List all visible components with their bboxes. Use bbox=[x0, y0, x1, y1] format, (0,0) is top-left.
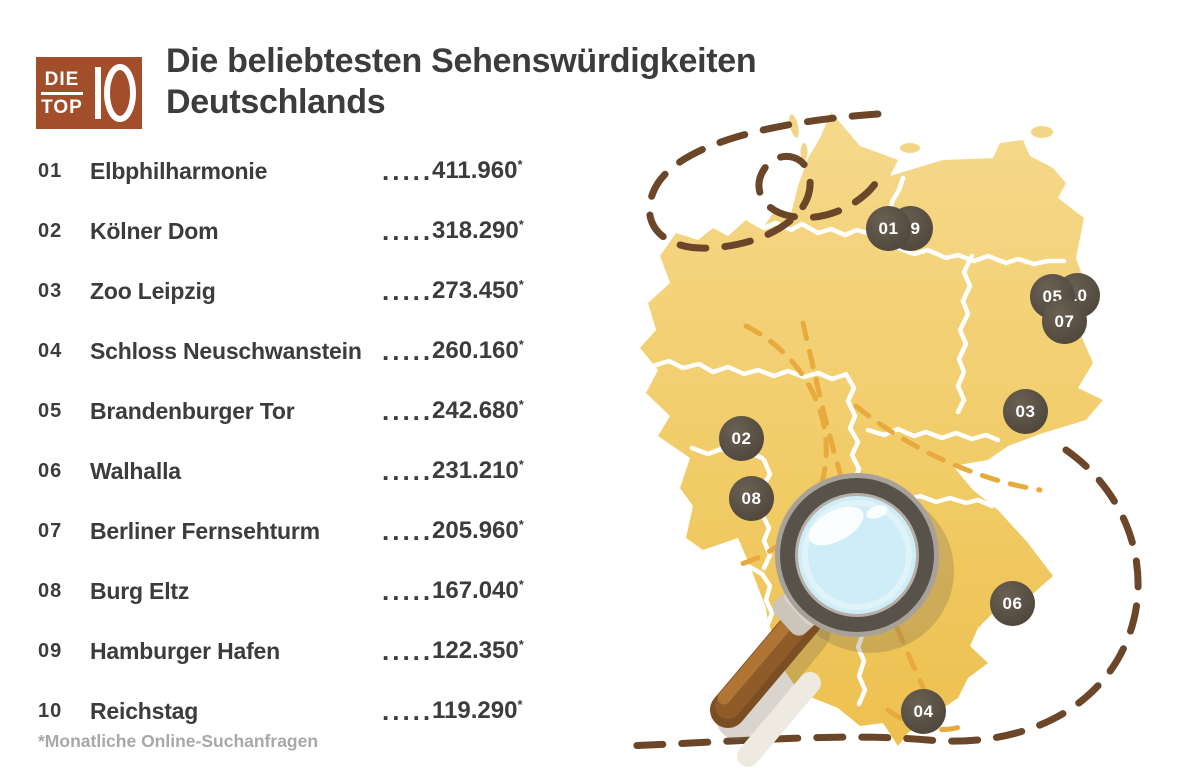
dot-leader: ..... bbox=[382, 216, 434, 246]
dot-leader: ..... bbox=[382, 276, 434, 306]
map-marker-06: 06 bbox=[990, 581, 1035, 626]
rank-number: 04 bbox=[38, 340, 63, 362]
search-volume: 318.290* bbox=[432, 201, 524, 261]
search-volume: 242.680* bbox=[432, 381, 524, 441]
ranking-row: 04 Schloss Neuschwanstein ..... 260.160* bbox=[38, 321, 618, 381]
ranking-row: 03 Zoo Leipzig ..... 273.450* bbox=[38, 261, 618, 321]
rank-number: 09 bbox=[38, 640, 63, 662]
magnifier-reflection bbox=[737, 672, 821, 767]
search-volume: 119.290* bbox=[432, 681, 523, 741]
page-title-line2: Deutschlands bbox=[166, 83, 386, 121]
map-marker-01: 01 bbox=[866, 206, 911, 251]
logo-word-top: TOP bbox=[41, 96, 83, 118]
rank-number: 01 bbox=[38, 160, 63, 182]
search-volume: 122.350* bbox=[432, 621, 524, 681]
search-volume-number: 318.290 bbox=[432, 217, 519, 244]
search-volume: 411.960* bbox=[432, 141, 523, 201]
asterisk: * bbox=[517, 157, 523, 172]
page-title-line1: Die beliebtesten Sehenswürdigkeiten bbox=[166, 42, 757, 80]
rank-number: 08 bbox=[38, 580, 63, 602]
search-volume-number: 119.290 bbox=[432, 697, 518, 724]
sight-name: Berliner Fernsehturm bbox=[90, 518, 320, 544]
search-volume-number: 231.210 bbox=[432, 457, 519, 484]
dot-leader: ..... bbox=[382, 456, 434, 486]
sight-name: Hamburger Hafen bbox=[90, 638, 280, 664]
rank-number: 10 bbox=[38, 700, 63, 722]
dot-leader: ..... bbox=[382, 576, 434, 606]
map-marker-04: 04 bbox=[901, 689, 946, 734]
map-marker-03: 03 bbox=[1003, 389, 1048, 434]
ranking-row: 02 Kölner Dom ..... 318.290* bbox=[38, 201, 618, 261]
asterisk: * bbox=[518, 217, 524, 232]
map-marker-02: 02 bbox=[719, 416, 764, 461]
ranking-row: 06 Walhalla ..... 231.210* bbox=[38, 441, 618, 501]
search-volume-number: 122.350 bbox=[432, 637, 519, 664]
ranking-list: 01 Elbphilharmonie ..... 411.960* 02 Köl… bbox=[38, 141, 618, 741]
logo-number-10 bbox=[95, 64, 136, 122]
dot-leader: ..... bbox=[382, 636, 434, 666]
ranking-row: 09 Hamburger Hafen ..... 122.350* bbox=[38, 621, 618, 681]
asterisk: * bbox=[518, 397, 524, 412]
rank-number: 06 bbox=[38, 460, 63, 482]
search-volume: 167.040* bbox=[432, 561, 524, 621]
sight-name: Walhalla bbox=[90, 458, 181, 484]
dot-leader: ..... bbox=[382, 156, 434, 186]
search-volume-number: 242.680 bbox=[432, 397, 519, 424]
sight-name: Zoo Leipzig bbox=[90, 278, 216, 304]
ranking-row: 05 Brandenburger Tor ..... 242.680* bbox=[38, 381, 618, 441]
sight-name: Schloss Neuschwanstein bbox=[90, 338, 362, 364]
search-volume-number: 260.160 bbox=[432, 337, 519, 364]
sight-name: Brandenburger Tor bbox=[90, 398, 295, 424]
magnifier-icon bbox=[710, 473, 954, 767]
magnifier-rim bbox=[775, 473, 939, 637]
sight-name: Kölner Dom bbox=[90, 218, 219, 244]
search-volume: 205.960* bbox=[432, 501, 524, 561]
search-volume: 260.160* bbox=[432, 321, 524, 381]
logo-divider bbox=[41, 91, 83, 95]
dot-leader: ..... bbox=[382, 516, 434, 546]
ranking-row: 10 Reichstag ..... 119.290* bbox=[38, 681, 618, 741]
asterisk: * bbox=[518, 517, 524, 532]
map-marker-07: 07 bbox=[1042, 299, 1087, 344]
search-volume-number: 273.450 bbox=[432, 277, 519, 304]
logo-words: DIE TOP bbox=[41, 70, 83, 117]
ranking-row: 08 Burg Eltz ..... 167.040* bbox=[38, 561, 618, 621]
die-top-10-logo: DIE TOP bbox=[36, 57, 142, 129]
asterisk: * bbox=[518, 577, 524, 592]
sight-name: Elbphilharmonie bbox=[90, 158, 268, 184]
search-volume: 231.210* bbox=[432, 441, 524, 501]
sight-name: Reichstag bbox=[90, 698, 199, 724]
asterisk: * bbox=[517, 697, 523, 712]
search-volume: 273.450* bbox=[432, 261, 524, 321]
map-marker-08: 08 bbox=[729, 476, 774, 521]
search-volume-number: 167.040 bbox=[432, 577, 519, 604]
search-volume-number: 205.960 bbox=[432, 517, 519, 544]
coastal-islands bbox=[789, 114, 1053, 161]
asterisk: * bbox=[518, 637, 524, 652]
asterisk: * bbox=[518, 457, 524, 472]
rank-number: 02 bbox=[38, 220, 63, 242]
search-volume-number: 411.960 bbox=[432, 157, 518, 184]
ranking-row: 07 Berliner Fernsehturm ..... 205.960* bbox=[38, 501, 618, 561]
rank-number: 07 bbox=[38, 520, 63, 542]
dot-leader: ..... bbox=[382, 396, 434, 426]
page-title: Die beliebtesten Sehenswürdigkeiten Deut… bbox=[166, 41, 757, 123]
footnote: *Monatliche Online-Suchanfragen bbox=[38, 731, 319, 751]
ranking-row: 01 Elbphilharmonie ..... 411.960* bbox=[38, 141, 618, 201]
asterisk: * bbox=[518, 277, 524, 292]
decorative-route-arc bbox=[619, 446, 1142, 750]
rank-number: 05 bbox=[38, 400, 63, 422]
rank-number: 03 bbox=[38, 280, 63, 302]
decorative-route-loop bbox=[646, 110, 884, 252]
asterisk: * bbox=[518, 337, 524, 352]
dot-leader: ..... bbox=[382, 336, 434, 366]
sight-name: Burg Eltz bbox=[90, 578, 190, 604]
logo-word-die: DIE bbox=[44, 68, 80, 90]
germany-map-illustration bbox=[619, 110, 1142, 767]
dot-leader: ..... bbox=[382, 696, 434, 726]
